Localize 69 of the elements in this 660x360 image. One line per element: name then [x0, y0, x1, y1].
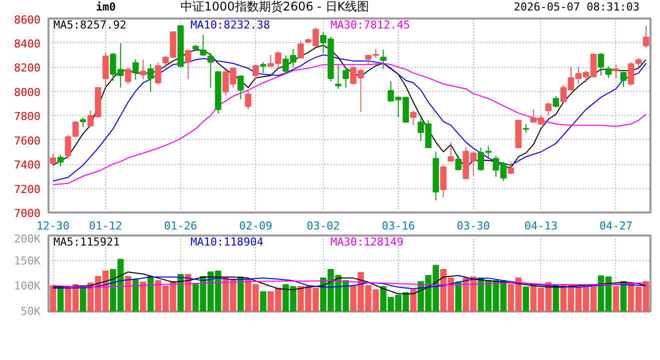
- text: MA30:7812.45: [330, 18, 410, 32]
- y-tick-label: 8000: [14, 86, 41, 99]
- line-series: [52, 276, 646, 290]
- x-tick-label: 02-09: [239, 220, 272, 232]
- y-tick-label: 7200: [14, 182, 41, 196]
- candlestick: [140, 59, 146, 80]
- candlestick: [252, 64, 259, 80]
- candlestick: [410, 110, 416, 126]
- candlestick: [124, 67, 132, 84]
- text: im0: [96, 0, 116, 14]
- y-tick-label: 50K: [20, 305, 41, 318]
- candlestick: [64, 134, 72, 158]
- y-tick-label: 8400: [14, 37, 41, 50]
- x-tick-label: 03-02: [306, 220, 340, 232]
- chart-title: 中证1000指数期货2606 - 日K线图: [180, 0, 370, 14]
- candlestick: [147, 63, 154, 92]
- y-tick-label: 7800: [14, 110, 41, 123]
- candlestick: [50, 153, 56, 166]
- candlestick: [80, 116, 86, 128]
- candlestick: [208, 52, 214, 88]
- line-series: [52, 280, 646, 288]
- x-tick-label: 04-27: [599, 220, 633, 232]
- candlestick: [72, 121, 79, 138]
- y-tick-label: 8600: [14, 14, 41, 26]
- y-tick-label: 200K: [14, 232, 41, 246]
- y-tick-label: 100K: [14, 280, 41, 293]
- text: MA10:8232.38: [190, 18, 270, 32]
- text: 2026-05-07 08:31:03: [514, 0, 640, 14]
- y-tick-label: 7000: [14, 207, 41, 220]
- candlestick: [440, 164, 446, 198]
- candlestick: [335, 65, 342, 90]
- text: MA30:128149: [330, 236, 404, 248]
- candlestick: [642, 25, 650, 48]
- text: MA5:8257.92: [54, 18, 126, 32]
- candlestick: [605, 66, 612, 78]
- candlestick: [552, 96, 560, 107]
- candlestick: [102, 52, 109, 88]
- candlestick: [612, 64, 620, 80]
- candlestick: [298, 40, 304, 60]
- candlestick: [620, 71, 627, 88]
- candlestick: [154, 62, 162, 86]
- candlestick: [238, 74, 244, 100]
- x-tick-label: 03-30: [456, 220, 490, 232]
- candlestick: [455, 155, 462, 172]
- candlestick: [545, 102, 552, 116]
- candlestick: [260, 62, 266, 74]
- x-tick-label: 03-16: [382, 220, 415, 232]
- candlestick: [184, 48, 192, 80]
- y-tick-label: 150K: [14, 254, 41, 268]
- y-tick-label: 7400: [14, 158, 41, 172]
- candlestick: [200, 34, 206, 57]
- candlestick: [380, 49, 386, 70]
- x-tick-label: 12-30: [36, 220, 70, 232]
- y-tick-label: 8200: [14, 62, 41, 74]
- candlestick: [598, 52, 604, 76]
- candlestick: [57, 154, 64, 167]
- candlestick: [635, 57, 642, 69]
- candlestick: [342, 67, 349, 88]
- text: MA10:118904: [190, 236, 264, 248]
- y-tick-label: 7600: [14, 134, 41, 148]
- candlestick: [132, 58, 139, 80]
- text: MA5:115921: [54, 236, 120, 248]
- x-tick-label: 01-26: [164, 220, 198, 232]
- candlestick: [508, 161, 514, 175]
- x-tick-label: 01-12: [88, 220, 122, 232]
- candlestick: [245, 90, 252, 110]
- x-tick-label: 04-13: [524, 220, 558, 232]
- candlestick: [448, 142, 454, 162]
- candlestick: [628, 62, 634, 86]
